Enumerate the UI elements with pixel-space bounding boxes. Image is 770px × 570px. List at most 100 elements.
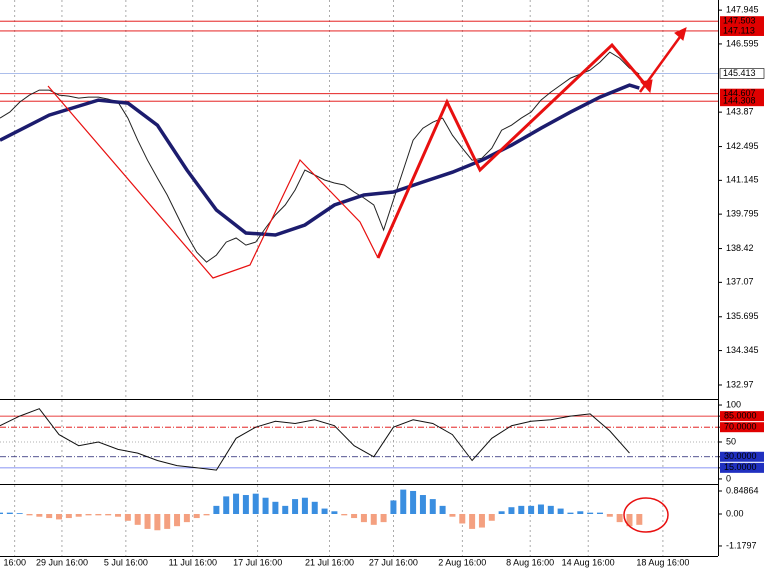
y-tick-label: 15.0000 bbox=[724, 462, 757, 472]
histogram-bar bbox=[537, 504, 544, 514]
y-tick-label: 141.145 bbox=[726, 175, 759, 185]
price-label: 145.413 bbox=[723, 68, 756, 78]
histogram-bar bbox=[547, 505, 554, 514]
panel-frames bbox=[0, 0, 719, 557]
histogram-bar bbox=[557, 508, 564, 514]
x-tick-label: 18 Aug 16:00 bbox=[636, 557, 689, 567]
y-tick-label: 132.97 bbox=[726, 379, 754, 389]
price-label-box bbox=[720, 88, 764, 99]
histogram-bar bbox=[282, 505, 289, 514]
histogram-bar bbox=[154, 513, 161, 531]
histogram-bar bbox=[577, 511, 584, 514]
histogram-bar bbox=[242, 495, 249, 514]
histogram-bar bbox=[626, 513, 633, 527]
histogram-bar bbox=[616, 513, 623, 523]
y-tick-label: 85.0000 bbox=[724, 410, 757, 420]
level-label-box bbox=[720, 462, 764, 473]
histogram-bar bbox=[587, 512, 594, 514]
histogram-bar bbox=[95, 513, 102, 516]
y-tick-label: 30.0000 bbox=[724, 451, 757, 461]
y-tick-label: 50 bbox=[726, 436, 736, 446]
histogram-bar bbox=[528, 505, 535, 514]
y-tick-label: 100 bbox=[726, 399, 741, 409]
histogram-bar bbox=[36, 513, 43, 517]
histogram-bar bbox=[115, 513, 122, 517]
y-tick-label: 146.595 bbox=[726, 38, 759, 48]
histogram-bar bbox=[419, 495, 426, 514]
price-label: 144.308 bbox=[723, 96, 756, 106]
histogram-bar bbox=[233, 493, 240, 514]
level-label-box bbox=[720, 451, 764, 462]
price-label-box bbox=[720, 16, 764, 27]
histogram-bar bbox=[6, 512, 13, 514]
histogram-bar bbox=[439, 505, 446, 514]
histogram-bar bbox=[46, 513, 53, 519]
y-tick-label: 138.42 bbox=[726, 243, 754, 253]
y-tick-label: 147.945 bbox=[726, 5, 759, 15]
histogram-bar bbox=[134, 513, 141, 525]
highlight-circle bbox=[623, 497, 669, 533]
histogram-bar bbox=[429, 499, 436, 514]
x-tick-label: 17 Jul 16:00 bbox=[233, 557, 282, 567]
price-label: 144.607 bbox=[723, 88, 756, 98]
y-tick-label: 70.0000 bbox=[724, 422, 757, 432]
x-tick-label: 14 Aug 16:00 bbox=[562, 557, 615, 567]
histogram-bar bbox=[488, 513, 495, 521]
series-line bbox=[0, 83, 640, 237]
histogram-bar bbox=[223, 496, 230, 514]
y-tick-label: 143.87 bbox=[726, 107, 754, 117]
x-tick-label: 29 Jun 16:00 bbox=[36, 557, 88, 567]
histogram-bar bbox=[606, 513, 613, 517]
histogram-bar bbox=[144, 513, 151, 529]
histogram-bar bbox=[292, 499, 299, 514]
histogram-bar bbox=[596, 512, 603, 514]
histogram-bar bbox=[183, 513, 190, 523]
x-tick-label: 27 Jul 16:00 bbox=[369, 557, 418, 567]
level-label-box bbox=[720, 422, 764, 433]
price-label: 147.113 bbox=[723, 25, 755, 35]
arrow-head bbox=[640, 79, 653, 94]
histogram-bar bbox=[341, 513, 348, 516]
histogram-bar bbox=[321, 508, 328, 514]
price-label-box bbox=[720, 96, 764, 107]
series-line bbox=[0, 408, 630, 471]
series-line bbox=[0, 51, 640, 263]
histogram-bar bbox=[193, 513, 200, 519]
histogram-bar bbox=[105, 513, 112, 516]
trend-arrow bbox=[376, 42, 652, 259]
histogram-bar bbox=[508, 507, 515, 514]
histogram-bar bbox=[567, 512, 574, 514]
price-label: 147.503 bbox=[723, 16, 756, 26]
histogram-bar bbox=[469, 513, 476, 529]
trend-line bbox=[47, 85, 379, 279]
y-tick-label: 135.695 bbox=[726, 311, 759, 321]
histogram-bar bbox=[203, 513, 210, 516]
histogram-bar bbox=[410, 490, 417, 514]
y-tick-label: 134.345 bbox=[726, 345, 759, 355]
histogram-bar bbox=[478, 513, 485, 528]
price-label-box bbox=[719, 68, 765, 79]
histogram-bar bbox=[518, 505, 525, 514]
histogram-bar bbox=[213, 505, 220, 514]
histogram-bar bbox=[400, 489, 407, 514]
x-tick-label: 16:00 bbox=[3, 557, 26, 567]
annotations bbox=[47, 27, 687, 533]
histogram-bar bbox=[331, 511, 338, 514]
histogram-bar bbox=[390, 500, 397, 514]
histogram-bar bbox=[75, 513, 82, 517]
histogram-bar bbox=[26, 513, 33, 516]
x-tick-label: 8 Aug 16:00 bbox=[506, 557, 554, 567]
histogram-bar bbox=[360, 513, 367, 523]
histogram-bar bbox=[16, 513, 23, 514]
histogram-bar bbox=[0, 512, 3, 514]
histogram-bar bbox=[56, 513, 63, 520]
histogram-bar bbox=[174, 513, 181, 527]
histogram-bar bbox=[124, 513, 131, 521]
histogram-bar bbox=[262, 497, 269, 514]
histogram-bar bbox=[311, 501, 318, 514]
histogram-bar bbox=[252, 493, 259, 514]
histogram-bar bbox=[164, 513, 171, 529]
